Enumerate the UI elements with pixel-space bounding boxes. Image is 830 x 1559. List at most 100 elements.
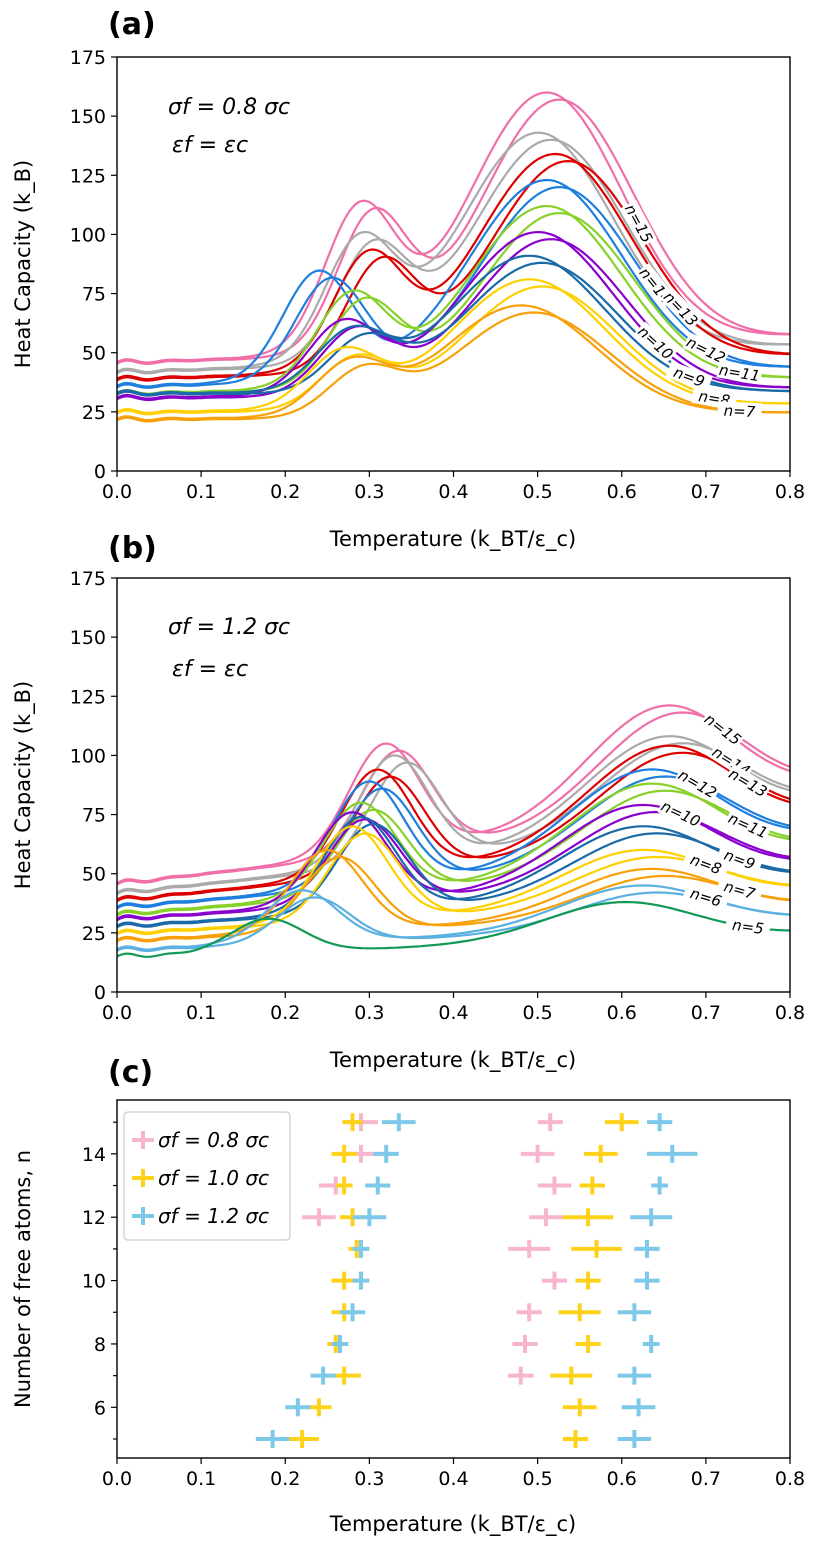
error-bar-point: [621, 1398, 656, 1417]
error-bar-point: [651, 1176, 669, 1195]
curve-label-n-5: n=5: [731, 916, 765, 938]
x-tick-label: 0.5: [523, 1468, 553, 1490]
y-tick-label: 25: [82, 402, 106, 424]
error-bar-point: [520, 1144, 555, 1163]
curve-n-12: [116, 178, 790, 388]
x-tick-label: 0.3: [354, 481, 384, 503]
error-bar-point: [558, 1303, 601, 1322]
legend-entry-label: σf = 1.0 σc: [158, 1166, 269, 1190]
error-bar-point: [617, 1303, 652, 1322]
y-tick-label: 100: [70, 224, 106, 246]
curve-n-8: [116, 832, 791, 936]
panel-c-x-axis-title: Temperature (k_BT/ε_c): [329, 1512, 576, 1537]
panel-c-y-axis-title: Number of free atoms, n: [11, 1150, 35, 1408]
curve-label-bg: [716, 360, 763, 385]
panel-a-label: (a): [108, 7, 156, 42]
x-tick-label: 0.4: [438, 1002, 468, 1024]
y-tick-label: 50: [82, 864, 106, 886]
panel-b-y-ticks: 0 25 50 75 100 125 150 175: [70, 568, 117, 1004]
panel-b: (b) n=15n=14n=13n=12n=11n=10n=9n=8n=7n=6…: [11, 531, 805, 1073]
panel-c-error-bars: [255, 1113, 698, 1448]
curve-n-13: [116, 751, 791, 903]
y-tick-label: 150: [70, 106, 106, 128]
panel-b-y-axis-title: Heat Capacity (k_B): [11, 681, 36, 889]
x-tick-label: 0.7: [691, 1468, 721, 1490]
error-bar-point: [562, 1429, 589, 1448]
x-tick-label: 0.8: [775, 1002, 805, 1024]
curve-n-5: [116, 900, 791, 958]
error-bar-point: [575, 1271, 601, 1290]
x-tick-label: 0.7: [691, 1002, 721, 1024]
panel-c-y-ticks: 6 8 10 12 14: [82, 1121, 117, 1440]
panel-a-x-axis-title: Temperature (k_BT/ε_c): [329, 527, 576, 552]
y-tick-label: 125: [70, 686, 106, 708]
curve-label-bg: [682, 882, 730, 912]
error-bar-point: [342, 1113, 363, 1132]
curve-label-bg: [724, 808, 772, 843]
panel-a-x-ticks: 0.0 0.1 0.2 0.3 0.4 0.5 0.6 0.7 0.8: [102, 471, 805, 503]
panel-a-y-ticks: 0 25 50 75 100 125 150 175: [70, 47, 117, 483]
error-bar-point: [529, 1208, 563, 1227]
error-bar-point: [512, 1334, 538, 1353]
x-tick-label: 0.6: [607, 481, 637, 503]
curve-label-bg: [657, 796, 705, 831]
curve-label-bg: [665, 360, 713, 393]
curve-label-bg: [700, 709, 746, 750]
error-bar-point: [642, 1334, 660, 1353]
x-tick-label: 0.8: [775, 1468, 805, 1490]
y-tick-label: 0: [94, 982, 106, 1004]
error-bar-point: [331, 1334, 349, 1353]
y-tick-label: 50: [82, 343, 106, 365]
panel-c-label: (c): [108, 1055, 153, 1090]
panel-c-x-ticks: 0.0 0.1 0.2 0.3 0.4 0.5 0.6 0.7 0.8: [102, 1458, 805, 1490]
x-tick-label: 0.7: [691, 481, 721, 503]
error-bar-point: [302, 1208, 336, 1227]
curve-n-7: [116, 311, 790, 423]
error-bar-point: [571, 1239, 622, 1258]
panel-c-legend: σf = 0.8 σc σf = 1.0 σc σf = 1.2 σc: [123, 1111, 291, 1241]
curve-n-10: [116, 230, 790, 400]
y-tick-label: 175: [70, 568, 106, 590]
curve-n-15: [116, 91, 791, 364]
error-bar-point: [508, 1366, 534, 1385]
error-bar-point: [339, 1303, 366, 1322]
error-bar-point: [646, 1144, 698, 1163]
curve-label-n-10: n=10: [658, 797, 703, 831]
error-bar-point: [365, 1176, 391, 1195]
legend-entry-label: σf = 0.8 σc: [158, 1128, 269, 1152]
panel-b-label: (b): [108, 531, 157, 566]
x-tick-label: 0.6: [607, 1002, 637, 1024]
error-bar-point: [562, 1398, 597, 1417]
error-bar-point: [285, 1429, 319, 1448]
x-tick-label: 0.0: [102, 481, 132, 503]
x-tick-label: 0.6: [607, 1468, 637, 1490]
x-tick-label: 0.5: [523, 481, 553, 503]
curve-n-13: [116, 744, 791, 901]
y-tick-label: 175: [70, 47, 106, 69]
x-tick-label: 0.1: [186, 1002, 216, 1024]
y-tick-label: 75: [82, 284, 106, 306]
panel-b-annotation-epsilon: εf = εc: [172, 657, 248, 682]
curve-label-bg: [633, 321, 678, 364]
y-tick-label: 14: [82, 1144, 106, 1166]
panel-a-y-axis-title: Heat Capacity (k_B): [11, 160, 36, 368]
error-bar-point: [604, 1113, 639, 1132]
curve-n-7: [116, 304, 790, 422]
y-tick-label: 10: [82, 1271, 106, 1293]
error-bar-point: [285, 1398, 311, 1417]
y-tick-label: 150: [70, 627, 106, 649]
error-bar-point: [583, 1144, 618, 1163]
curve-label-bg: [621, 199, 657, 247]
curve-label-bg: [682, 848, 730, 880]
y-tick-label: 8: [94, 1334, 106, 1356]
curve-label-bg: [682, 332, 730, 368]
curve-n-8: [116, 285, 790, 416]
curve-label-bg: [724, 763, 772, 801]
error-bar-point: [541, 1271, 568, 1290]
x-tick-label: 0.8: [775, 481, 805, 503]
curve-n-14: [116, 742, 791, 896]
panel-b-x-ticks: 0.0 0.1 0.2 0.3 0.4 0.5 0.6 0.7 0.8: [102, 992, 805, 1024]
y-tick-label: 6: [94, 1397, 106, 1419]
y-tick-label: 12: [82, 1207, 106, 1229]
error-bar-point: [617, 1429, 652, 1448]
